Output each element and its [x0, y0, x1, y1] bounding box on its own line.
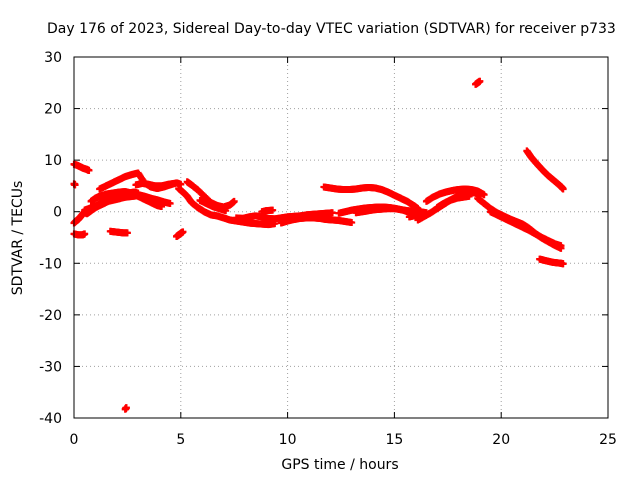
x-tick-label: 10: [279, 432, 297, 448]
data-point-marker: [85, 166, 93, 174]
data-point-marker: [559, 260, 567, 268]
x-tick-label: 0: [70, 432, 79, 448]
data-point-marker: [269, 206, 277, 214]
series-arc-24: [422, 185, 488, 205]
series-arc-30: [536, 255, 567, 268]
y-tick-label: -30: [39, 359, 62, 375]
data-point-marker: [179, 228, 187, 236]
series-arc-11: [134, 192, 166, 211]
y-tick-label: 30: [44, 50, 62, 66]
data-point-marker: [170, 179, 178, 187]
data-point-marker: [476, 77, 484, 85]
series-arc-17: [258, 206, 277, 216]
series-arc-09: [121, 404, 130, 413]
series-arc-02: [70, 180, 79, 189]
x-tick-label: 15: [385, 432, 403, 448]
data-point-marker: [122, 404, 130, 412]
y-tick-label: -40: [39, 411, 62, 427]
series-arc-10: [132, 179, 178, 190]
data-point-marker: [166, 199, 174, 207]
data-point-marker: [557, 242, 565, 250]
series-arc-15: [196, 196, 230, 215]
data-point-marker: [158, 203, 166, 211]
y-tick-label: -10: [39, 256, 62, 272]
data-point-marker: [480, 191, 488, 199]
series-arc-25: [433, 192, 473, 212]
data-points: [70, 77, 567, 413]
data-point-marker: [328, 209, 336, 217]
series-arc-12: [173, 228, 187, 240]
data-point-marker: [348, 219, 356, 227]
grid: [74, 57, 608, 418]
chart-title: Day 176 of 2023, Sidereal Day-to-day VTE…: [47, 21, 616, 37]
data-point-marker: [465, 192, 473, 200]
x-axis-label: GPS time / hours: [281, 457, 399, 473]
data-point-marker: [123, 229, 131, 237]
x-tick-label: 25: [599, 432, 617, 448]
y-tick-label: -20: [39, 308, 62, 324]
series-arc-28: [487, 208, 565, 250]
y-tick-label: 10: [44, 153, 62, 169]
data-point-marker: [222, 207, 230, 215]
y-axis-label: SDTVAR / TECUs: [10, 180, 26, 296]
y-tick-label: 20: [44, 102, 62, 118]
series-arc-29: [523, 147, 567, 193]
series-arc-04: [70, 230, 89, 239]
x-tick-label: 20: [492, 432, 510, 448]
plot-frame: [73, 56, 609, 419]
data-point-marker: [559, 185, 567, 193]
y-tick-label: 0: [53, 205, 62, 221]
data-point-marker: [71, 181, 79, 189]
data-point-marker: [81, 230, 89, 238]
axis-ticks: 0 5 10 15 20 25 -40 -30 -20 -10 0 10 20 30: [39, 50, 617, 448]
series-arc-08: [106, 227, 131, 237]
data-point-marker: [230, 197, 238, 205]
x-tick-label: 5: [176, 432, 185, 448]
series-arc-19: [320, 183, 422, 213]
series-arc-26: [472, 77, 484, 88]
series-arc-18: [277, 214, 356, 227]
